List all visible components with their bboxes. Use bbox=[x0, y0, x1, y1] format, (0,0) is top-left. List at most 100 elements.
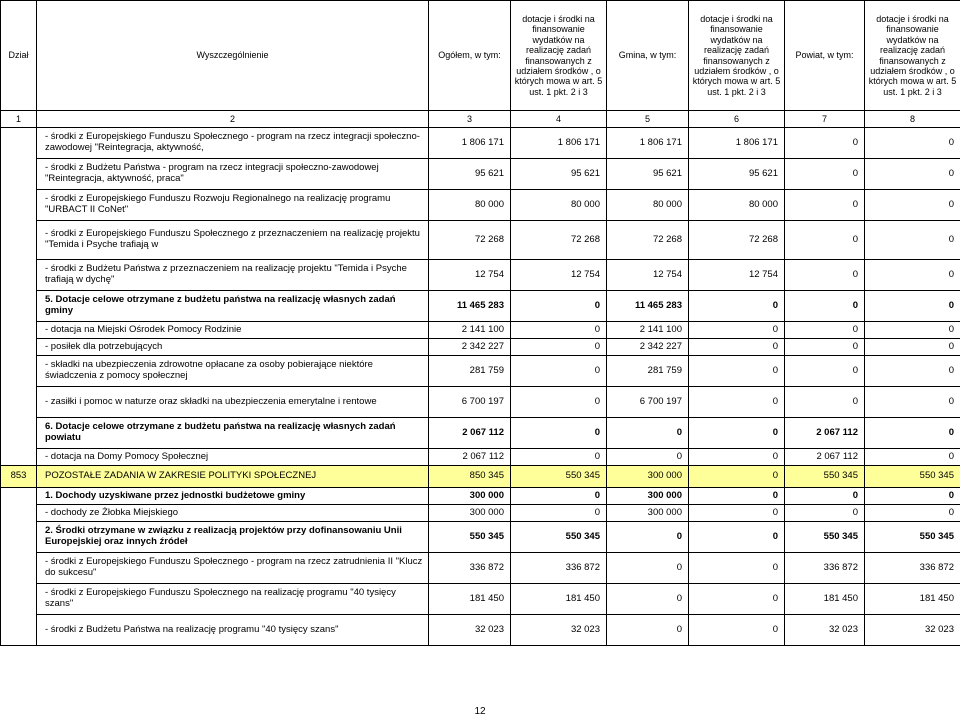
row-val: 0 bbox=[785, 190, 865, 221]
row-val: 32 023 bbox=[429, 615, 511, 646]
row-val: 0 bbox=[785, 221, 865, 260]
row-val: 0 bbox=[785, 356, 865, 387]
row-val: 0 bbox=[689, 553, 785, 584]
row-val: 0 bbox=[689, 356, 785, 387]
row-val: 1 806 171 bbox=[511, 128, 607, 159]
row-desc: - dochody ze Żłobka Miejskiego bbox=[37, 505, 429, 522]
colnum-2: 2 bbox=[37, 111, 429, 128]
row-val: 550 345 bbox=[511, 522, 607, 553]
row-val: 2 067 112 bbox=[785, 449, 865, 466]
row-val: 95 621 bbox=[429, 159, 511, 190]
row-val: 0 bbox=[785, 260, 865, 291]
row-val: 0 bbox=[511, 291, 607, 322]
row-desc: 5. Dotacje celowe otrzymane z budżetu pa… bbox=[37, 291, 429, 322]
colnum-3: 3 bbox=[429, 111, 511, 128]
row-val: 281 759 bbox=[607, 356, 689, 387]
row-desc: - zasiłki i pomoc w naturze oraz składki… bbox=[37, 387, 429, 418]
row-val: 0 bbox=[785, 291, 865, 322]
row-val: 72 268 bbox=[429, 221, 511, 260]
row-val: 2 342 227 bbox=[429, 339, 511, 356]
colnum-1: 1 bbox=[1, 111, 37, 128]
row-val: 0 bbox=[689, 584, 785, 615]
row-val: 0 bbox=[689, 387, 785, 418]
row-desc: - posiłek dla potrzebujących bbox=[37, 339, 429, 356]
table-row: 2. Środki otrzymane w związku z realizac… bbox=[1, 522, 960, 553]
row-val: 0 bbox=[689, 615, 785, 646]
colnum-7: 7 bbox=[785, 111, 865, 128]
table-row: - dochody ze Żłobka Miejskiego 300 000 0… bbox=[1, 505, 960, 522]
table-row: 1. Dochody uzyskiwane przez jednostki bu… bbox=[1, 488, 960, 505]
row-val: 0 bbox=[785, 488, 865, 505]
table-row: - środki z Europejskiego Funduszu Społec… bbox=[1, 584, 960, 615]
row-val: 0 bbox=[785, 505, 865, 522]
row-val: 300 000 bbox=[429, 505, 511, 522]
budget-table: Dział Wyszczególnienie Ogółem, w tym: do… bbox=[0, 0, 960, 646]
row-val: 181 450 bbox=[785, 584, 865, 615]
row-val: 95 621 bbox=[607, 159, 689, 190]
table-row: - składki na ubezpieczenia zdrowotne opł… bbox=[1, 356, 960, 387]
page: Dział Wyszczególnienie Ogółem, w tym: do… bbox=[0, 0, 960, 717]
row-val: 80 000 bbox=[511, 190, 607, 221]
row-val: 0 bbox=[511, 449, 607, 466]
row-val: 336 872 bbox=[429, 553, 511, 584]
row-val: 300 000 bbox=[607, 466, 689, 488]
table-row: - zasiłki i pomoc w naturze oraz składki… bbox=[1, 387, 960, 418]
row-val: 0 bbox=[865, 356, 960, 387]
col-header-ogolem: Ogółem, w tym: bbox=[429, 1, 511, 111]
row-val: 72 268 bbox=[689, 221, 785, 260]
row-val: 80 000 bbox=[689, 190, 785, 221]
row-val: 0 bbox=[689, 291, 785, 322]
row-val: 0 bbox=[785, 322, 865, 339]
row-val: 0 bbox=[689, 418, 785, 449]
table-row: 6. Dotacje celowe otrzymane z budżetu pa… bbox=[1, 418, 960, 449]
row-val: 80 000 bbox=[429, 190, 511, 221]
row-val: 32 023 bbox=[785, 615, 865, 646]
row-val: 0 bbox=[689, 522, 785, 553]
page-number: 12 bbox=[0, 706, 960, 717]
table-row: - dotacja na Domy Pomocy Społecznej 2 06… bbox=[1, 449, 960, 466]
row-val: 1 806 171 bbox=[607, 128, 689, 159]
table-row: - środki z Europejskiego Funduszu Społec… bbox=[1, 553, 960, 584]
row-val: 336 872 bbox=[865, 553, 960, 584]
table-row: - środki z Europejskiego Funduszu Rozwoj… bbox=[1, 190, 960, 221]
row-val: 32 023 bbox=[865, 615, 960, 646]
row-val: 550 345 bbox=[865, 522, 960, 553]
row-desc: POZOSTAŁE ZADANIA W ZAKRESIE POLITYKI SP… bbox=[37, 466, 429, 488]
row-val: 0 bbox=[689, 449, 785, 466]
row-val: 0 bbox=[785, 128, 865, 159]
row-val: 0 bbox=[689, 339, 785, 356]
row-val: 281 759 bbox=[429, 356, 511, 387]
row-val: 0 bbox=[865, 190, 960, 221]
row-val: 0 bbox=[511, 387, 607, 418]
row-val: 0 bbox=[865, 128, 960, 159]
row-val: 336 872 bbox=[511, 553, 607, 584]
col-header-dot1: dotacje i środki na finansowanie wydatkó… bbox=[511, 1, 607, 111]
row-val: 300 000 bbox=[429, 488, 511, 505]
row-val: 11 465 283 bbox=[429, 291, 511, 322]
row-val: 72 268 bbox=[511, 221, 607, 260]
row-val: 181 450 bbox=[429, 584, 511, 615]
row-val: 80 000 bbox=[607, 190, 689, 221]
table-row: 5. Dotacje celowe otrzymane z budżetu pa… bbox=[1, 291, 960, 322]
row-val: 0 bbox=[511, 418, 607, 449]
row-val: 0 bbox=[607, 449, 689, 466]
row-val: 12 754 bbox=[689, 260, 785, 291]
row-val: 0 bbox=[607, 418, 689, 449]
row-desc: - środki z Budżetu Państwa - program na … bbox=[37, 159, 429, 190]
table-row: - środki z Europejskiego Funduszu Społec… bbox=[1, 221, 960, 260]
row-val: 0 bbox=[785, 159, 865, 190]
row-val: 550 345 bbox=[429, 522, 511, 553]
header-row: Dział Wyszczególnienie Ogółem, w tym: do… bbox=[1, 1, 960, 111]
table-row-section: 853 POZOSTAŁE ZADANIA W ZAKRESIE POLITYK… bbox=[1, 466, 960, 488]
colnum-row: 1 2 3 4 5 6 7 8 bbox=[1, 111, 960, 128]
col-header-powiat: Powiat, w tym: bbox=[785, 1, 865, 111]
row-desc: - środki z Budżetu Państwa na realizację… bbox=[37, 615, 429, 646]
table-row: - środki z Europejskiego Funduszu Społec… bbox=[1, 128, 960, 159]
row-val: 0 bbox=[607, 522, 689, 553]
row-val: 0 bbox=[865, 260, 960, 291]
colnum-8: 8 bbox=[865, 111, 960, 128]
row-val: 0 bbox=[865, 322, 960, 339]
row-val: 0 bbox=[865, 339, 960, 356]
table-row: - środki z Budżetu Państwa - program na … bbox=[1, 159, 960, 190]
row-val: 0 bbox=[865, 387, 960, 418]
